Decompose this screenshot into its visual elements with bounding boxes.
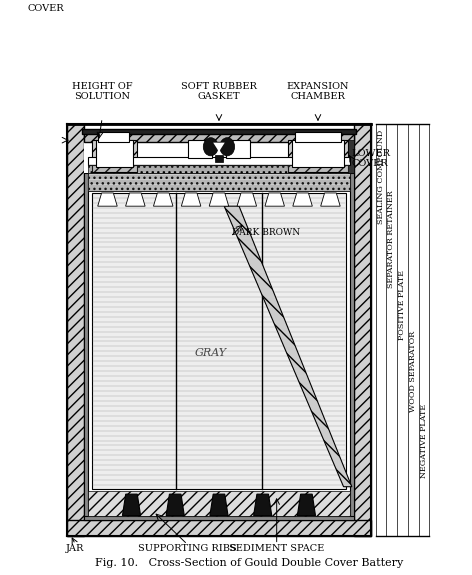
Bar xyxy=(84,516,354,520)
Text: EXPANSION
CHAMBER: EXPANSION CHAMBER xyxy=(287,82,349,101)
Polygon shape xyxy=(224,206,352,486)
Text: GRAY: GRAY xyxy=(194,348,227,358)
Polygon shape xyxy=(181,193,201,206)
Bar xyxy=(99,132,129,142)
Bar xyxy=(226,140,250,158)
Polygon shape xyxy=(237,193,257,206)
Polygon shape xyxy=(320,193,340,206)
Text: SUPPORTING RIBS: SUPPORTING RIBS xyxy=(138,545,237,554)
Ellipse shape xyxy=(220,137,235,156)
Bar xyxy=(295,132,341,142)
Polygon shape xyxy=(354,124,371,536)
Bar xyxy=(88,191,350,516)
Polygon shape xyxy=(210,494,228,516)
Polygon shape xyxy=(98,193,117,206)
Text: SOFT RUBBER
GASKET: SOFT RUBBER GASKET xyxy=(181,82,257,101)
Text: SEPARATOR RETAINER: SEPARATOR RETAINER xyxy=(388,190,396,288)
Polygon shape xyxy=(122,494,141,516)
Text: HEIGHT OF
SOLUTION: HEIGHT OF SOLUTION xyxy=(72,82,133,101)
Bar xyxy=(88,156,350,165)
Polygon shape xyxy=(67,124,84,536)
Polygon shape xyxy=(209,193,229,206)
Bar xyxy=(92,193,346,489)
Text: Fig. 10.   Cross-Section of Gould Double Cover Battery: Fig. 10. Cross-Section of Gould Double C… xyxy=(95,558,404,568)
Bar xyxy=(84,142,354,173)
Text: POSITIVE PLATE: POSITIVE PLATE xyxy=(398,270,406,340)
Bar xyxy=(350,173,354,520)
Bar xyxy=(348,140,354,173)
Polygon shape xyxy=(153,193,173,206)
Bar xyxy=(96,140,133,167)
Text: SEALING COMPOUND: SEALING COMPOUND xyxy=(377,130,385,224)
Bar xyxy=(84,173,88,520)
Text: TOP
COVER: TOP COVER xyxy=(27,0,64,13)
Ellipse shape xyxy=(203,137,218,156)
Polygon shape xyxy=(126,193,145,206)
Bar xyxy=(88,165,350,173)
Polygon shape xyxy=(297,494,315,516)
Polygon shape xyxy=(166,494,184,516)
Polygon shape xyxy=(67,520,371,536)
Bar xyxy=(215,155,223,162)
Bar xyxy=(88,491,350,516)
Text: DARK BROWN: DARK BROWN xyxy=(232,228,300,237)
Text: NEGATIVE PLATE: NEGATIVE PLATE xyxy=(420,404,428,478)
Bar xyxy=(187,140,212,158)
Text: WOOD SEPARATOR: WOOD SEPARATOR xyxy=(409,331,417,412)
Text: SEDIMENT SPACE: SEDIMENT SPACE xyxy=(229,545,324,554)
Polygon shape xyxy=(265,193,285,206)
Bar xyxy=(88,173,350,191)
Text: LOWER
COVER: LOWER COVER xyxy=(352,148,391,168)
Polygon shape xyxy=(213,143,225,152)
Bar xyxy=(84,131,354,142)
Text: JAR: JAR xyxy=(66,545,84,554)
Bar xyxy=(82,129,356,133)
Polygon shape xyxy=(293,193,312,206)
Bar xyxy=(288,140,348,171)
Bar xyxy=(92,140,137,171)
Polygon shape xyxy=(253,494,272,516)
Bar xyxy=(292,140,345,167)
